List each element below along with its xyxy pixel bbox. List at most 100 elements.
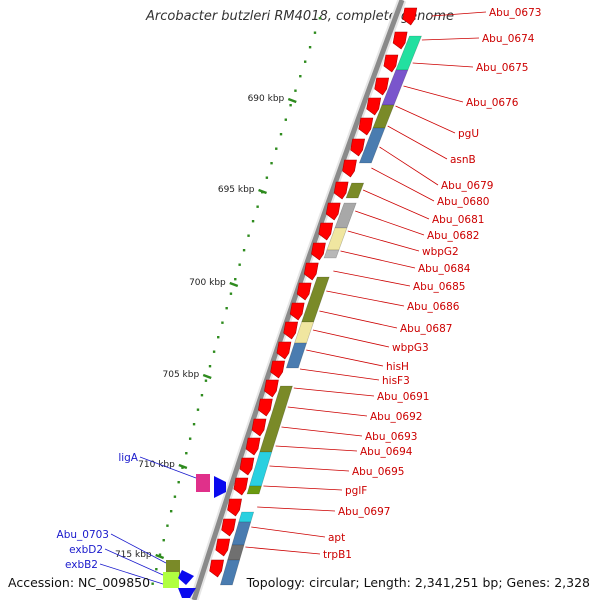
tick-label: 700 kbp bbox=[189, 278, 226, 288]
gene-label: ligA bbox=[118, 452, 138, 464]
feature-block bbox=[294, 321, 315, 344]
genome-summary-text: Topology: circular; Length: 2,341,251 bp… bbox=[246, 575, 590, 590]
leader-line bbox=[263, 485, 343, 491]
gene-arrow bbox=[257, 398, 273, 417]
gene-label: Abu_0681 bbox=[432, 214, 484, 226]
gene-arrow bbox=[333, 181, 349, 200]
gene-arrow bbox=[227, 498, 242, 517]
gene-arrow bbox=[296, 282, 312, 301]
tick-dot bbox=[238, 263, 241, 266]
tick-dot bbox=[166, 524, 169, 527]
leader-line bbox=[412, 62, 474, 68]
gene-label: Abu_0682 bbox=[427, 230, 479, 242]
tick-dot bbox=[275, 147, 278, 150]
tick-dot bbox=[181, 466, 184, 469]
tick-dot bbox=[204, 379, 208, 382]
tick-dot bbox=[173, 495, 177, 498]
leader-line bbox=[104, 548, 164, 576]
leader-line bbox=[319, 310, 398, 329]
gene-arrow bbox=[402, 7, 418, 26]
gene-label: Abu_0674 bbox=[482, 33, 535, 45]
gene-arrow bbox=[233, 477, 249, 496]
leader-line bbox=[387, 125, 448, 160]
major-tick bbox=[178, 463, 188, 470]
gene-arrow bbox=[350, 138, 365, 157]
gene-label: pgU bbox=[458, 128, 479, 140]
leader-line bbox=[251, 526, 326, 538]
leader-line bbox=[110, 533, 167, 564]
feature-block bbox=[246, 485, 262, 495]
gene-arrow bbox=[283, 321, 299, 340]
feature-block bbox=[345, 182, 365, 199]
gene-label: Abu_0694 bbox=[360, 446, 413, 458]
major-tick bbox=[258, 188, 267, 195]
gene-label: Abu_0687 bbox=[400, 323, 452, 335]
gene-label: pglF bbox=[345, 485, 367, 497]
leader-line bbox=[371, 167, 435, 202]
gene-label: Abu_0692 bbox=[370, 411, 422, 423]
tick-dot bbox=[229, 292, 233, 295]
tick-dot bbox=[318, 17, 322, 20]
leader-line bbox=[312, 329, 390, 348]
tick-dot bbox=[256, 205, 259, 208]
gene-arrow bbox=[311, 242, 326, 261]
tick-dot bbox=[217, 336, 220, 339]
major-tick bbox=[155, 553, 165, 560]
tick-dot bbox=[265, 176, 269, 179]
gene-arrow bbox=[289, 302, 305, 321]
major-tick bbox=[202, 373, 212, 380]
leader-line bbox=[269, 465, 350, 472]
major-tick bbox=[287, 97, 297, 104]
feature-block bbox=[219, 559, 241, 586]
gene-label: trpB1 bbox=[323, 549, 352, 561]
tick-dot bbox=[151, 582, 154, 585]
leader-line bbox=[431, 11, 487, 17]
tick-dot bbox=[242, 249, 246, 252]
gene-arrow-left bbox=[178, 588, 196, 598]
tick-dot bbox=[289, 104, 292, 107]
tick-label: 705 kbp bbox=[163, 370, 200, 380]
feature-block bbox=[323, 249, 340, 259]
tick-dot bbox=[270, 162, 273, 165]
leader-line bbox=[287, 406, 368, 417]
tick-dot bbox=[158, 553, 162, 556]
gene-arrow bbox=[215, 538, 231, 557]
gene-arrow bbox=[264, 379, 279, 398]
gene-arrow bbox=[276, 341, 292, 360]
gene-label: Abu_0673 bbox=[489, 7, 541, 19]
gene-label: Abu_0703 bbox=[57, 529, 109, 541]
leader-line bbox=[340, 250, 416, 269]
gene-arrow bbox=[342, 159, 357, 178]
gene-label: hisF3 bbox=[382, 375, 410, 387]
tick-dot bbox=[208, 365, 212, 368]
tick-dot bbox=[247, 234, 250, 237]
tick-dot bbox=[234, 278, 237, 281]
gene-arrow bbox=[325, 202, 341, 221]
leader-line bbox=[139, 456, 197, 479]
feature-block bbox=[238, 511, 255, 523]
accession-text: Accession: NC_009850 bbox=[8, 575, 151, 590]
gene-arrow bbox=[383, 54, 399, 73]
feature-block bbox=[227, 544, 245, 561]
gene-arrow bbox=[270, 360, 285, 379]
gene-label: Abu_0676 bbox=[466, 97, 519, 109]
gene-label: Abu_0697 bbox=[338, 506, 390, 518]
gene-label: exbB2 bbox=[65, 559, 98, 571]
tick-dot bbox=[185, 452, 188, 455]
leader-line bbox=[99, 563, 164, 585]
gene-label: Abu_0680 bbox=[437, 196, 489, 208]
gene-label: Abu_0684 bbox=[418, 263, 471, 275]
leader-line bbox=[355, 210, 425, 236]
gene-label: Abu_0691 bbox=[377, 391, 429, 403]
tick-dot bbox=[299, 75, 302, 78]
gene-arrow bbox=[303, 262, 319, 281]
tick-dot bbox=[225, 307, 228, 310]
gene-label: Abu_0686 bbox=[407, 301, 460, 313]
gene-arrow bbox=[245, 437, 261, 456]
leader-line bbox=[293, 387, 375, 397]
leader-line bbox=[299, 368, 380, 381]
tick-dot bbox=[155, 568, 158, 571]
tick-dot bbox=[196, 408, 200, 411]
leader-line bbox=[333, 270, 411, 287]
